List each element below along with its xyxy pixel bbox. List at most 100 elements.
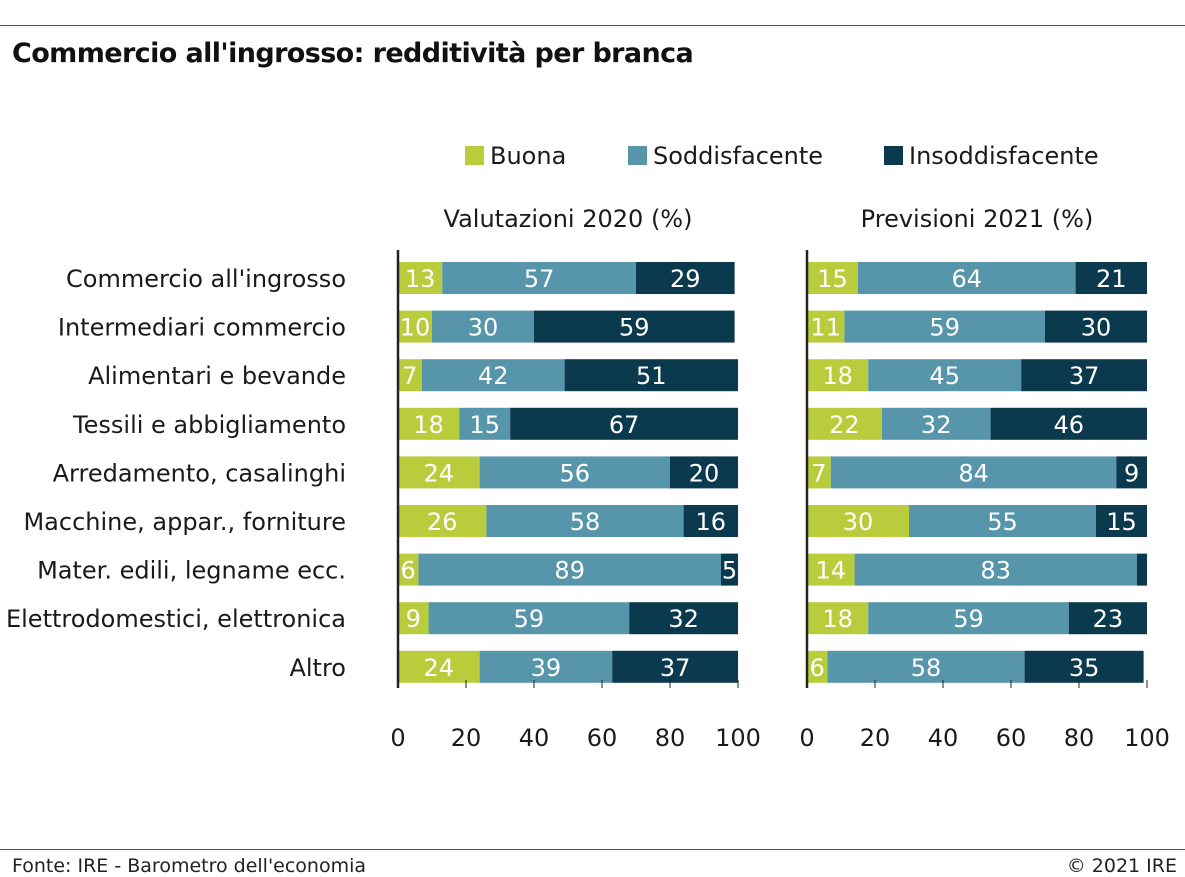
data-label: 29 <box>670 265 701 293</box>
data-label: 18 <box>413 411 444 439</box>
data-label: 13 <box>405 265 436 293</box>
data-label: 6 <box>401 557 416 585</box>
category-label: Macchine, appar., forniture <box>23 508 346 536</box>
bar-segment-soddisfacente <box>830 456 1117 489</box>
bar-segment-insoddisfacente <box>1075 262 1147 294</box>
bar-segment-buona <box>807 456 831 489</box>
bar-segment-insoddisfacente <box>1021 359 1147 392</box>
data-label: 46 <box>1054 411 1085 439</box>
category-label: Arredamento, casalinghi <box>53 459 346 487</box>
data-label: 30 <box>468 314 499 342</box>
data-label: 42 <box>478 362 509 390</box>
source-note: Fonte: IRE - Barometro dell'economia <box>12 855 367 877</box>
data-label: 30 <box>843 508 874 536</box>
bar-segment-soddisfacente <box>909 505 1096 537</box>
data-label: 67 <box>609 411 640 439</box>
data-label: 59 <box>929 314 960 342</box>
data-label: 32 <box>668 605 699 633</box>
bar-segment-buona <box>807 602 869 635</box>
data-label: 15 <box>817 265 848 293</box>
data-label: 5 <box>722 557 737 585</box>
bar-segment-soddisfacente <box>428 602 630 635</box>
bar-segment-insoddisfacente <box>990 407 1147 440</box>
x-tick-label: 20 <box>451 724 482 752</box>
data-label: 20 <box>689 459 720 487</box>
bar-segment-insoddisfacente <box>670 456 738 489</box>
bar-segment-soddisfacente <box>486 505 684 537</box>
bar-segment-soddisfacente <box>479 650 613 683</box>
bar-segment-soddisfacente <box>421 359 565 392</box>
data-label: 35 <box>1069 654 1100 682</box>
data-label: 14 <box>816 557 847 585</box>
data-label: 55 <box>987 508 1018 536</box>
bar-segment-buona <box>807 407 882 440</box>
data-label: 7 <box>811 459 826 487</box>
bar-segment-insoddisfacente <box>721 553 738 586</box>
data-label: 6 <box>810 654 825 682</box>
bar-segment-buona <box>398 456 480 489</box>
legend-label-2: Insoddisfacente <box>909 142 1099 170</box>
data-label: 26 <box>427 508 458 536</box>
bar-segment-soddisfacente <box>868 359 1022 392</box>
data-label: 21 <box>1096 265 1127 293</box>
bar-segment-buona <box>398 650 480 683</box>
bar-segment-buona <box>398 407 460 440</box>
data-label: 24 <box>424 654 455 682</box>
x-tick-label: 20 <box>860 724 891 752</box>
bar-segment-insoddisfacente <box>1116 456 1147 489</box>
bar-segment-insoddisfacente <box>510 407 738 440</box>
panel-title: Valutazioni 2020 (%) <box>444 205 693 233</box>
data-label: 89 <box>554 557 585 585</box>
x-tick-label: 80 <box>1064 724 1095 752</box>
bar-segment-buona <box>807 650 828 683</box>
bar-segment-buona <box>398 553 419 586</box>
x-tick-label: 80 <box>655 724 686 752</box>
data-label: 56 <box>560 459 591 487</box>
data-label: 16 <box>696 508 727 536</box>
data-label: 11 <box>810 314 841 342</box>
data-label: 18 <box>822 362 853 390</box>
legend-swatch-2 <box>884 146 903 165</box>
category-label: Altro <box>289 654 346 682</box>
legend-swatch-0 <box>465 146 484 165</box>
bar-segment-insoddisfacente <box>683 505 738 537</box>
bar-segment-soddisfacente <box>418 553 721 586</box>
bar-segment-buona <box>398 262 443 294</box>
data-label: 39 <box>531 654 562 682</box>
bar-segment-insoddisfacente <box>1045 310 1147 343</box>
x-tick-label: 60 <box>996 724 1027 752</box>
bar-segment-soddisfacente <box>844 310 1045 343</box>
data-label: 10 <box>400 314 431 342</box>
data-label: 84 <box>958 459 989 487</box>
bar-segment-insoddisfacente <box>1136 553 1147 586</box>
bar-segment-soddisfacente <box>827 650 1025 683</box>
data-label: 9 <box>406 605 421 633</box>
bar-segment-soddisfacente <box>868 602 1069 635</box>
bar-segment-buona <box>807 262 858 294</box>
copyright-note: © 2021 IRE <box>1066 855 1177 877</box>
data-label: 58 <box>911 654 942 682</box>
bar-segment-buona <box>807 310 845 343</box>
data-label: 45 <box>929 362 960 390</box>
bar-segment-insoddisfacente <box>564 359 738 392</box>
x-tick-label: 100 <box>715 724 761 752</box>
bar-segment-insoddisfacente <box>629 602 738 635</box>
bar-segment-buona <box>807 553 855 586</box>
chart-title: Commercio all'ingrosso: redditività per … <box>12 38 694 69</box>
x-tick-label: 0 <box>390 724 405 752</box>
data-label: 59 <box>619 314 650 342</box>
bar-segment-insoddisfacente <box>1096 505 1147 537</box>
bar-segment-buona <box>398 359 422 392</box>
category-label: Alimentari e bevande <box>88 362 346 390</box>
data-label: 18 <box>822 605 853 633</box>
data-label: 7 <box>402 362 417 390</box>
x-tick-label: 40 <box>928 724 959 752</box>
data-label: 30 <box>1081 314 1112 342</box>
data-label: 15 <box>469 411 500 439</box>
data-label: 37 <box>660 654 691 682</box>
bar-segment-buona <box>398 505 487 537</box>
bar-segment-soddisfacente <box>854 553 1137 586</box>
bar-segment-soddisfacente <box>479 456 670 489</box>
bar-segment-buona <box>398 310 432 343</box>
